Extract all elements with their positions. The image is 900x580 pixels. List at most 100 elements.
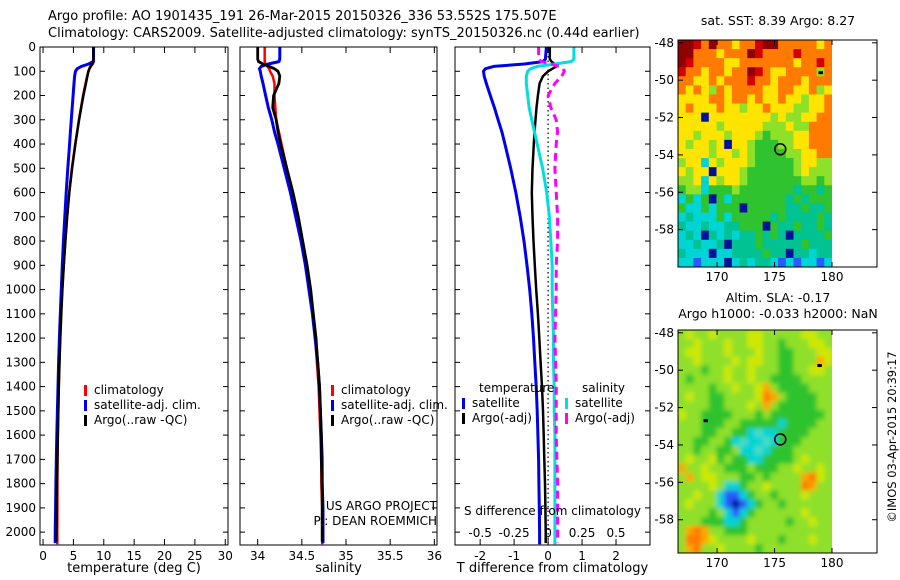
x-axis-label-t-difference: T difference from climatology	[456, 561, 649, 576]
legend-diff-temperature: temperature satellite Argo(-adj)	[462, 381, 554, 426]
sla-map-title: Altim. SLA: -0.17	[725, 290, 831, 305]
svg-text:1700: 1700	[5, 452, 36, 466]
svg-text:900: 900	[13, 258, 36, 272]
svg-text:0: 0	[544, 549, 552, 563]
svg-text:-54: -54	[654, 438, 674, 452]
svg-text:1400: 1400	[5, 380, 36, 394]
legend-heading-salinity: salinity	[582, 381, 626, 395]
svg-text:-52: -52	[654, 401, 674, 415]
svg-text:2000: 2000	[5, 525, 36, 539]
svg-text:1600: 1600	[5, 428, 36, 442]
svg-text:-56: -56	[654, 185, 674, 199]
svg-text:400: 400	[13, 137, 36, 151]
svg-text:30: 30	[218, 549, 233, 563]
project-annotation: US ARGO PROJECT PI: DEAN ROEMMICH	[300, 499, 437, 529]
legend-heading-temperature: temperature	[479, 381, 555, 395]
svg-text:34: 34	[250, 549, 265, 563]
svg-text:-54: -54	[654, 148, 674, 162]
svg-text:-50: -50	[654, 363, 674, 377]
svg-text:300: 300	[13, 113, 36, 127]
legend-label: satellite	[575, 396, 623, 410]
svg-text:20: 20	[157, 549, 172, 563]
svg-text:1: 1	[578, 549, 586, 563]
svg-text:1900: 1900	[5, 501, 36, 515]
legend-label: satellite	[472, 396, 520, 410]
argo-color-swatch	[331, 415, 334, 426]
figure-title-line2: Climatology: CARS2009. Satellite-adjuste…	[48, 26, 640, 41]
svg-text:600: 600	[13, 186, 36, 200]
svg-text:15: 15	[127, 549, 142, 563]
sst-map-title: sat. SST: 8.39 Argo: 8.27	[700, 13, 856, 28]
x-axis-label-salinity: salinity	[315, 561, 362, 576]
project-line2: PI: DEAN ROEMMICH	[313, 514, 437, 528]
legend-salinity-panel: climatology satellite-adj. clim. Argo(..…	[331, 383, 448, 428]
sla-map-subtitle: Argo h1000: -0.033 h2000: NaN	[678, 306, 878, 321]
svg-text:5: 5	[70, 549, 78, 563]
legend-label: satellite-adj. clim.	[341, 398, 448, 412]
legend-diff-salinity: salinity satellite Argo(-adj)	[565, 381, 635, 426]
svg-text:36: 36	[427, 549, 442, 563]
svg-text:-58: -58	[654, 223, 674, 237]
imos-credit: ©IMOS 03-Apr-2015 20:39:17	[885, 351, 899, 523]
svg-text:-48: -48	[654, 326, 674, 340]
legend-item-argo: Argo(..raw -QC)	[84, 413, 201, 428]
svg-text:180: 180	[821, 556, 844, 570]
svg-text:-56: -56	[654, 475, 674, 489]
svg-text:1100: 1100	[5, 307, 36, 321]
svg-text:200: 200	[13, 89, 36, 103]
svg-text:-52: -52	[654, 111, 674, 125]
legend-item-climatology: climatology	[84, 383, 201, 398]
legend-label: Argo(..raw -QC)	[341, 413, 435, 427]
climatology-color-swatch	[84, 385, 87, 396]
satellite-t-color-swatch	[462, 398, 465, 409]
svg-text:700: 700	[13, 210, 36, 224]
svg-text:175: 175	[763, 270, 786, 284]
svg-text:175: 175	[763, 556, 786, 570]
svg-text:-58: -58	[654, 513, 674, 527]
satellite-clim-color-swatch	[84, 400, 87, 411]
legend-label: satellite-adj. clim.	[94, 398, 201, 412]
legend-label: Argo(-adj)	[472, 411, 532, 425]
svg-text:1800: 1800	[5, 477, 36, 491]
argo-s-color-swatch	[565, 413, 568, 424]
legend-temperature-panel: climatology satellite-adj. clim. Argo(..…	[84, 383, 201, 428]
svg-text:0: 0	[544, 526, 552, 540]
svg-text:-0.25: -0.25	[499, 526, 530, 540]
svg-text:1200: 1200	[5, 331, 36, 345]
svg-text:1500: 1500	[5, 404, 36, 418]
svg-text:0.25: 0.25	[569, 526, 596, 540]
legend-item-satellite: satellite	[565, 396, 635, 411]
svg-text:-1: -1	[508, 549, 520, 563]
legend-label: climatology	[94, 383, 164, 397]
project-line1: US ARGO PROJECT	[325, 499, 437, 513]
legend-item-satellite-clim: satellite-adj. clim.	[84, 398, 201, 413]
svg-text:1300: 1300	[5, 355, 36, 369]
svg-text:100: 100	[13, 64, 36, 78]
satellite-s-color-swatch	[565, 398, 568, 409]
figure-title-line1: Argo profile: AO 1901435_191 26-Mar-2015…	[48, 9, 557, 24]
s-axis-label: S difference from climatology	[464, 504, 641, 518]
svg-text:-2: -2	[474, 549, 486, 563]
satellite-clim-color-swatch	[331, 400, 334, 411]
x-axis-label-temperature: temperature (deg C)	[67, 561, 201, 576]
legend-item-satellite-clim: satellite-adj. clim.	[331, 398, 448, 413]
argo-color-swatch	[84, 415, 87, 426]
svg-text:180: 180	[821, 270, 844, 284]
svg-text:10: 10	[96, 549, 111, 563]
svg-text:1000: 1000	[5, 283, 36, 297]
svg-text:170: 170	[706, 270, 729, 284]
svg-text:35: 35	[338, 549, 353, 563]
svg-text:34.5: 34.5	[288, 549, 315, 563]
svg-text:0: 0	[28, 40, 36, 54]
legend-item-argo-adj: Argo(-adj)	[565, 411, 635, 426]
svg-text:35.5: 35.5	[377, 549, 404, 563]
legend-item-argo: Argo(..raw -QC)	[331, 413, 448, 428]
argo-t-color-swatch	[462, 413, 465, 424]
svg-text:0.5: 0.5	[606, 526, 625, 540]
svg-text:170: 170	[706, 556, 729, 570]
legend-label: climatology	[341, 383, 411, 397]
svg-text:800: 800	[13, 234, 36, 248]
climatology-color-swatch	[331, 385, 334, 396]
